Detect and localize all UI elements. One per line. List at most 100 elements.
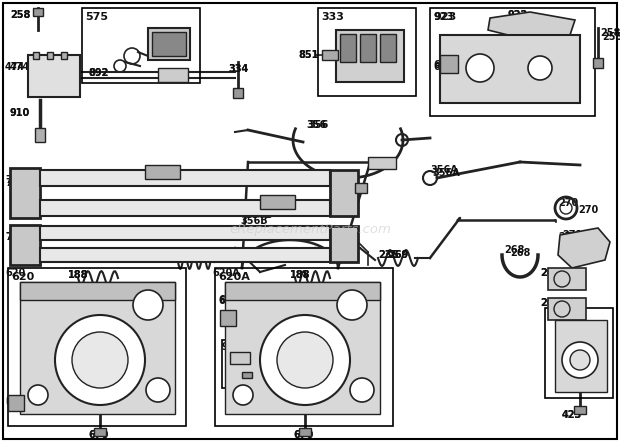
Text: 922: 922: [508, 10, 528, 20]
Text: 910: 910: [10, 108, 30, 118]
Text: 620: 620: [5, 268, 25, 278]
Text: 98: 98: [222, 342, 236, 352]
Bar: [593, 58, 603, 68]
Bar: [230, 352, 250, 364]
Bar: [555, 320, 607, 392]
Bar: [158, 68, 188, 82]
Text: 203A: 203A: [298, 248, 326, 258]
Text: 98: 98: [225, 344, 241, 354]
Text: 269: 269: [388, 250, 408, 260]
Bar: [318, 8, 416, 96]
Text: 620: 620: [11, 272, 34, 282]
Bar: [40, 226, 330, 240]
Bar: [8, 268, 186, 426]
Text: 892: 892: [88, 68, 108, 78]
Text: 935: 935: [548, 312, 571, 322]
Text: 423: 423: [562, 410, 582, 420]
Bar: [242, 372, 252, 378]
Text: 265: 265: [540, 298, 560, 308]
Circle shape: [466, 54, 494, 82]
Bar: [330, 226, 358, 262]
Text: 621: 621: [5, 395, 25, 405]
Bar: [225, 282, 380, 414]
Text: 258: 258: [600, 28, 620, 38]
Text: 789: 789: [5, 175, 25, 185]
Text: 621: 621: [218, 295, 238, 305]
Text: 356B: 356B: [240, 216, 268, 226]
Text: 267: 267: [540, 268, 560, 278]
Text: 789A: 789A: [5, 232, 33, 242]
Text: 575: 575: [85, 12, 108, 22]
Bar: [222, 340, 280, 388]
Bar: [82, 8, 200, 83]
Text: 851: 851: [298, 50, 319, 60]
Text: 789A: 789A: [5, 232, 33, 242]
Bar: [40, 170, 330, 186]
Bar: [20, 282, 175, 414]
Circle shape: [277, 332, 333, 388]
Text: 209: 209: [172, 255, 192, 265]
Circle shape: [233, 385, 253, 405]
Circle shape: [28, 385, 48, 405]
Text: 356: 356: [308, 120, 328, 130]
Text: 474: 474: [10, 62, 30, 72]
Bar: [330, 170, 358, 216]
Text: 356B: 356B: [245, 210, 273, 220]
Bar: [35, 128, 45, 142]
Text: 202: 202: [222, 248, 242, 258]
Text: 789: 789: [5, 178, 25, 188]
Bar: [215, 268, 393, 426]
Circle shape: [133, 290, 163, 320]
Circle shape: [570, 350, 590, 370]
Bar: [40, 248, 330, 262]
Text: 209: 209: [172, 255, 192, 265]
Bar: [220, 310, 236, 326]
Text: 270: 270: [578, 205, 598, 215]
Bar: [545, 308, 613, 398]
Bar: [61, 52, 67, 59]
Text: 935: 935: [548, 310, 569, 320]
Text: 922: 922: [508, 10, 528, 20]
Text: 851: 851: [298, 50, 319, 60]
Circle shape: [72, 332, 128, 388]
Text: 910: 910: [10, 108, 30, 118]
Bar: [152, 32, 186, 56]
Text: 236: 236: [378, 250, 398, 260]
Text: 334: 334: [228, 64, 248, 74]
Text: 670: 670: [293, 430, 313, 440]
Text: 356A: 356A: [430, 165, 458, 175]
Bar: [360, 34, 376, 62]
Bar: [33, 52, 39, 59]
Text: 621: 621: [433, 60, 453, 70]
Text: 621: 621: [5, 398, 25, 408]
Text: 923: 923: [433, 12, 456, 22]
Bar: [380, 34, 396, 62]
Text: 423: 423: [562, 410, 582, 420]
Bar: [225, 282, 380, 300]
Bar: [148, 28, 190, 60]
Bar: [430, 8, 595, 116]
Text: 188: 188: [68, 270, 89, 280]
Text: 202: 202: [222, 248, 242, 258]
Bar: [40, 200, 330, 216]
Text: 271: 271: [558, 232, 578, 242]
Bar: [33, 8, 43, 16]
Text: 188: 188: [68, 270, 89, 280]
Bar: [574, 406, 586, 414]
Text: 923: 923: [433, 12, 453, 22]
Text: 670: 670: [293, 430, 313, 440]
Bar: [440, 55, 458, 73]
Circle shape: [337, 290, 367, 320]
Text: 670: 670: [88, 430, 108, 440]
Polygon shape: [488, 12, 575, 38]
Bar: [548, 298, 586, 320]
Circle shape: [528, 56, 552, 80]
Circle shape: [562, 342, 598, 378]
Text: 621: 621: [218, 296, 238, 306]
Bar: [322, 50, 338, 60]
Circle shape: [55, 315, 145, 405]
Text: 334: 334: [228, 64, 248, 74]
Circle shape: [260, 315, 350, 405]
Text: 269: 269: [388, 250, 408, 260]
Text: 268: 268: [510, 248, 530, 258]
